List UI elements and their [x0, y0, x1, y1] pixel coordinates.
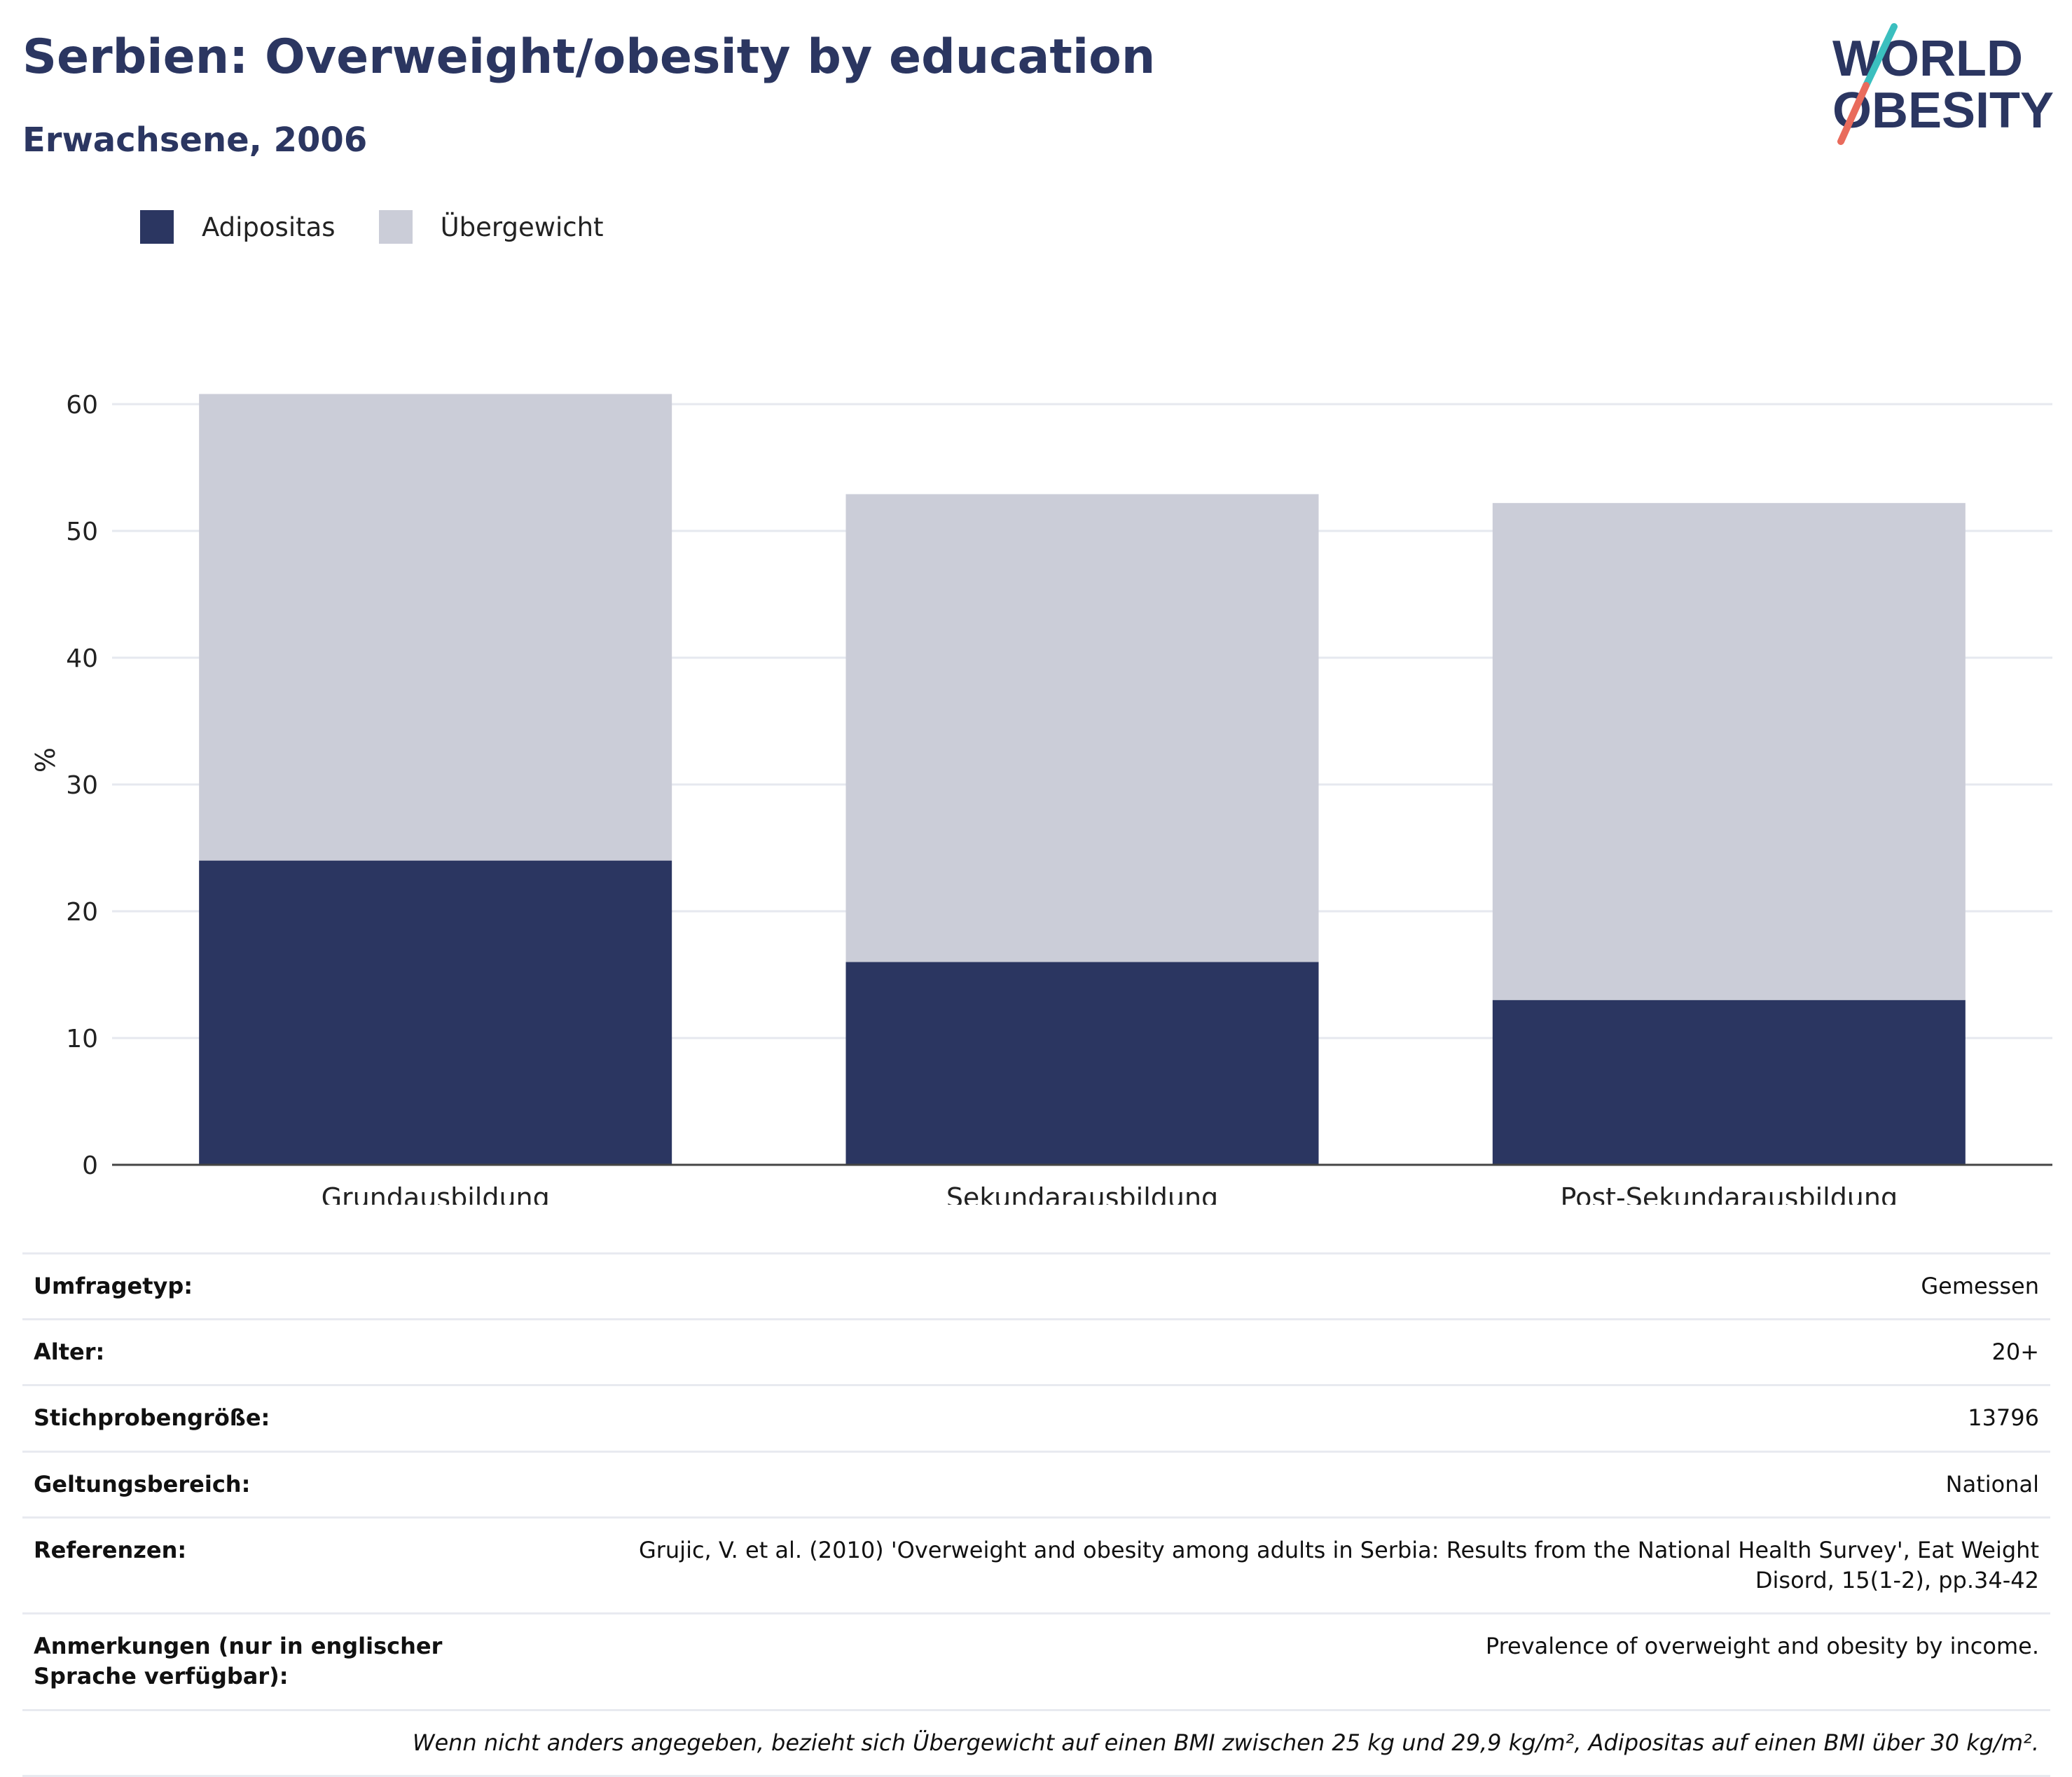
info-label: Alter:: [22, 1318, 549, 1385]
bar-obesity-1: [199, 860, 672, 1165]
bar-overweight-2: [845, 494, 1319, 962]
y-tick-label-30: 30: [66, 771, 98, 800]
info-value: National: [549, 1450, 2050, 1518]
bar-obesity-3: [1492, 1000, 1966, 1165]
info-row: Referenzen: Grujic, V. et al. (2010) 'Ove…: [22, 1516, 2050, 1614]
info-label: Referenzen:: [22, 1516, 549, 1614]
legend-swatch-overweight: [378, 210, 413, 244]
info-row: Stichprobengröße: 13796: [22, 1384, 2050, 1452]
logo-coral-stroke: [1837, 82, 1870, 145]
survey-info-table: Umfragetyp: Gemessen Alter: 20+ Stichprobeng…: [22, 1252, 2050, 1777]
bar-obesity-2: [845, 962, 1319, 1165]
info-value: Grujic, V. et al. (2010) 'Overweight and…: [549, 1516, 2050, 1614]
x-tick-label-2: Sekundarausbildung: [946, 1182, 1218, 1205]
legend-swatch-obesity: [140, 210, 174, 244]
info-row: Anmerkungen (nur in englischer Sprache v…: [22, 1612, 2050, 1710]
legend-label-obesity: Adipositas: [202, 212, 336, 242]
info-row: Alter: 20+: [22, 1318, 2050, 1385]
y-tick-label-10: 10: [66, 1025, 98, 1053]
info-value: 13796: [549, 1384, 2050, 1452]
x-tick-label-3: Post-Sekundarausbildung: [1561, 1182, 1898, 1205]
legend-item-obesity[interactable]: Adipositas: [140, 210, 336, 244]
y-tick-label-40: 40: [66, 644, 98, 673]
footnote-row: Wenn nicht anders angegeben, bezieht sic…: [22, 1708, 2050, 1777]
stacked-bar-chart: 0 10 20 30 40 50 60% Grundausbildung Sekundaraus…: [30, 391, 2052, 1205]
y-tick-label-50: 50: [66, 518, 98, 546]
y-tick-label-0: 0: [82, 1152, 98, 1180]
legend-item-overweight[interactable]: Übergewicht: [378, 210, 604, 244]
y-tick-label-60: 60: [66, 391, 98, 420]
info-label: Anmerkungen (nur in englischer Sprache v…: [22, 1612, 549, 1710]
info-row: Geltungsbereich: National: [22, 1450, 2050, 1518]
info-value: Prevalence of overweight and obesity by …: [549, 1612, 2050, 1710]
legend-label-overweight: Übergewicht: [440, 212, 604, 242]
info-row: Umfragetyp: Gemessen: [22, 1252, 2050, 1320]
logo-teal-stroke: [1863, 23, 1898, 89]
info-label: Umfragetyp:: [22, 1252, 549, 1320]
info-label: Geltungsbereich:: [22, 1450, 549, 1518]
x-tick-label-1: Grundausbildung: [322, 1182, 550, 1205]
info-value: 20+: [549, 1318, 2050, 1385]
world-obesity-logo: WORLD OBESITY: [1832, 23, 2054, 145]
logo-line1: WORLD: [1832, 31, 2023, 87]
info-value: Gemessen: [549, 1252, 2050, 1320]
chart-subtitle: Erwachsene, 2006: [22, 120, 368, 160]
y-tick-label-20: 20: [66, 898, 98, 927]
info-label: Stichprobengröße:: [22, 1384, 549, 1452]
logo-line2: OBESITY: [1832, 83, 2054, 139]
footnote: Wenn nicht anders angegeben, bezieht sic…: [22, 1708, 2050, 1777]
bar-overweight-1: [199, 394, 672, 861]
legend: Adipositas Übergewicht: [140, 210, 647, 244]
y-axis-label: %: [30, 747, 61, 773]
bar-overweight-3: [1492, 503, 1966, 1000]
chart-title: Serbien: Overweight/obesity by education: [22, 29, 1156, 85]
